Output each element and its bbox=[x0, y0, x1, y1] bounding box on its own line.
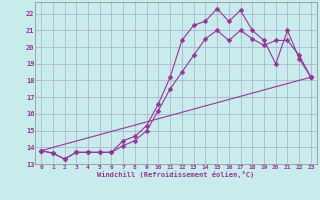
X-axis label: Windchill (Refroidissement éolien,°C): Windchill (Refroidissement éolien,°C) bbox=[97, 171, 255, 178]
